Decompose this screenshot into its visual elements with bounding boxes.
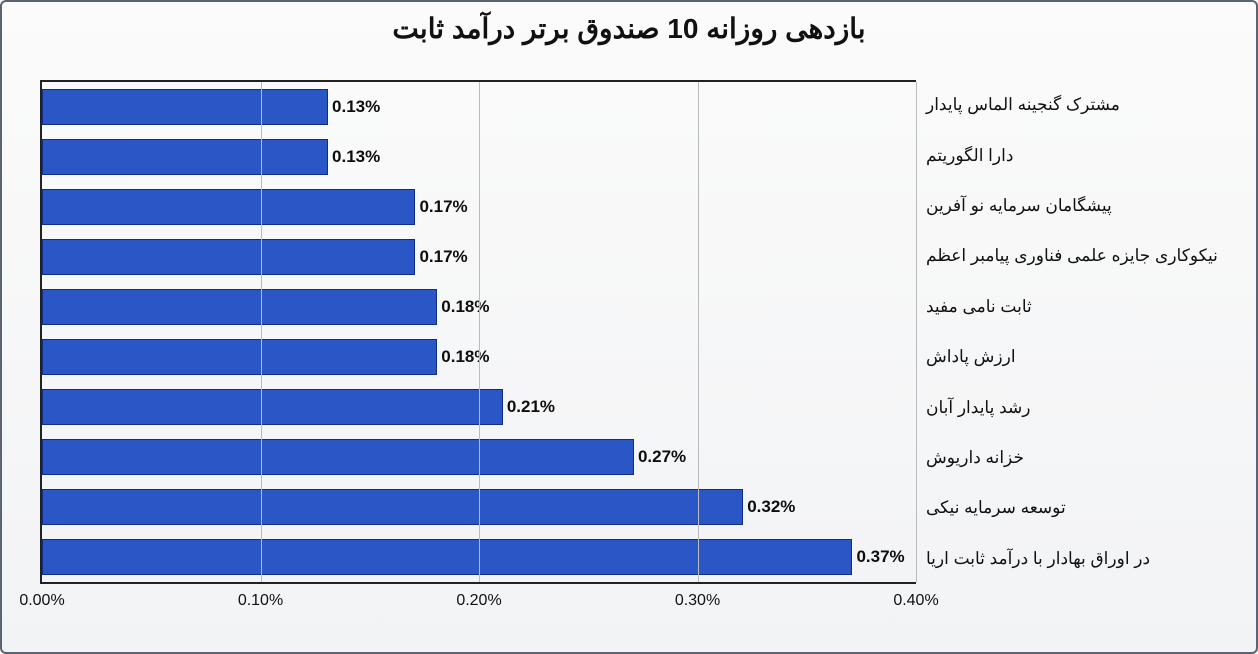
x-tick-label: 0.20% [456,592,501,610]
x-tick-label: 0.30% [675,592,720,610]
x-tick-label: 0.10% [238,592,283,610]
category-label: رشد پایدار آبان [926,382,1226,432]
category-label: نیکوکاری جایزه علمی فناوری پیامبر اعظم [926,231,1226,281]
value-label: 0.37% [856,547,904,567]
category-label: دارا الگوریتم [926,130,1226,180]
gridline [479,82,480,582]
bar [42,489,743,525]
category-label: در اوراق بهادار با درآمد ثابت اریا [926,534,1226,584]
x-tick-label: 0.00% [19,592,64,610]
bar [42,89,328,125]
category-label: پیشگامان سرمایه نو آفرین [926,181,1226,231]
category-label: خزانه داریوش [926,433,1226,483]
category-label: ارزش پاداش [926,332,1226,382]
gridline [916,82,917,582]
value-label: 0.13% [332,97,380,117]
category-label: ثابت نامی مفید [926,282,1226,332]
value-label: 0.18% [441,297,489,317]
value-label: 0.21% [507,397,555,417]
bar [42,239,415,275]
bar [42,439,634,475]
category-label: توسعه سرمایه نیکی [926,483,1226,533]
category-labels: مشترک گنجینه الماس پایداردارا الگوریتمپی… [926,80,1226,584]
bar [42,389,503,425]
chart-area: 0.13% 0.13% 0.17% 0.17% 0.18% 0.18% 0.21% 0.27%… [32,72,1226,592]
plot-area: 0.13% 0.13% 0.17% 0.17% 0.18% 0.18% 0.21% 0.27%… [40,80,916,584]
bar [42,189,415,225]
bar [42,139,328,175]
gridline [261,82,262,582]
chart-frame: بازدهی روزانه 10 صندوق برتر درآمد ثابت 0… [0,0,1258,654]
bar [42,289,437,325]
value-label: 0.27% [638,447,686,467]
value-label: 0.17% [419,197,467,217]
x-axis: 0.00%0.10%0.20%0.30%0.40% [42,592,916,622]
bar [42,539,852,575]
bar [42,339,437,375]
value-label: 0.32% [747,497,795,517]
value-label: 0.13% [332,147,380,167]
value-label: 0.17% [419,247,467,267]
x-tick-label: 0.40% [893,592,938,610]
chart-title: بازدهی روزانه 10 صندوق برتر درآمد ثابت [2,12,1256,45]
value-label: 0.18% [441,347,489,367]
gridline [698,82,699,582]
category-label: مشترک گنجینه الماس پایدار [926,80,1226,130]
